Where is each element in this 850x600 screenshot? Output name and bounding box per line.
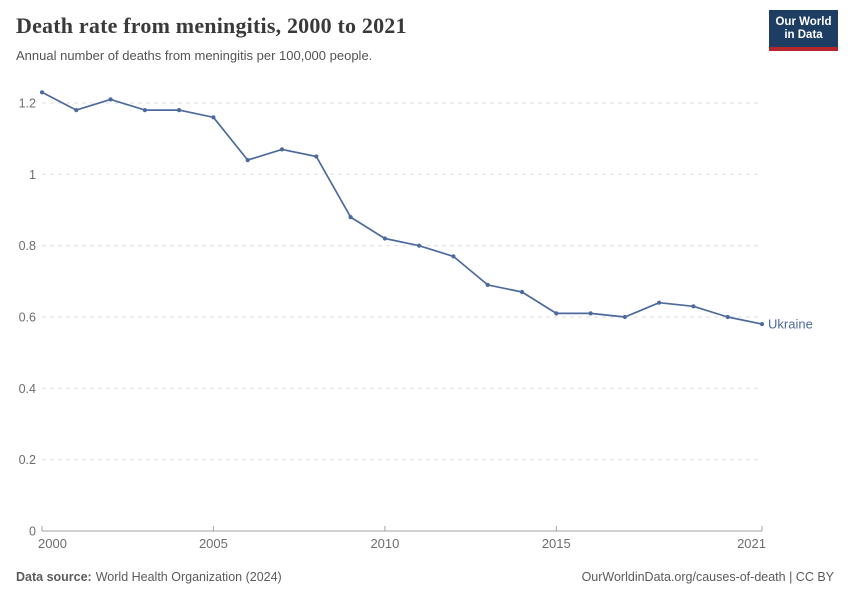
chart-subtitle: Annual number of deaths from meningitis … bbox=[16, 48, 373, 63]
data-point[interactable] bbox=[519, 289, 525, 295]
chart-header: Death rate from meningitis, 2000 to 2021… bbox=[16, 13, 750, 63]
chart-title: Death rate from meningitis, 2000 to 2021 bbox=[16, 13, 407, 38]
data-point[interactable] bbox=[382, 236, 387, 241]
owid-logo-line2: in Data bbox=[784, 29, 823, 41]
data-point[interactable] bbox=[211, 115, 216, 120]
y-tick-label: 0 bbox=[29, 525, 36, 539]
y-tick-label: 0.6 bbox=[19, 311, 36, 325]
line-chart[interactable]: 0 0.2 0.4 0.6 0.8 1 1.2 2000 2005 2010 2015 2021 Ukr… bbox=[0, 80, 850, 550]
x-tick-label: 2005 bbox=[199, 536, 228, 550]
series-label[interactable]: Ukraine bbox=[768, 317, 813, 332]
y-tick-label: 1.2 bbox=[19, 97, 36, 111]
y-tick-label: 1 bbox=[29, 168, 36, 182]
data-point[interactable] bbox=[74, 108, 79, 113]
data-point[interactable] bbox=[622, 314, 628, 320]
data-source: Data source: World Health Organization (2… bbox=[16, 570, 282, 584]
data-point[interactable] bbox=[39, 90, 45, 95]
data-source-label: Data source: bbox=[16, 570, 92, 584]
data-point[interactable] bbox=[417, 243, 422, 248]
x-tick-label: 2015 bbox=[542, 536, 571, 550]
data-point[interactable] bbox=[485, 282, 490, 287]
data-point[interactable] bbox=[588, 311, 593, 316]
x-tick-label: 2010 bbox=[370, 536, 399, 550]
data-point[interactable] bbox=[348, 215, 353, 220]
credit-line[interactable]: OurWorldinData.org/causes-of-death | CC … bbox=[581, 570, 834, 584]
y-tick-label: 0.4 bbox=[19, 382, 36, 396]
x-tick-label: 2000 bbox=[38, 536, 67, 550]
data-point[interactable] bbox=[279, 147, 285, 152]
data-point[interactable] bbox=[314, 154, 319, 159]
data-point[interactable] bbox=[142, 108, 147, 113]
owid-logo[interactable]: Our World in Data bbox=[769, 10, 838, 51]
data-point[interactable] bbox=[108, 97, 113, 102]
data-point[interactable] bbox=[759, 322, 765, 327]
y-tick-label: 0.8 bbox=[19, 239, 36, 253]
chart-footer: Data source: World Health Organization (2… bbox=[16, 570, 834, 584]
y-tick-label: 0.2 bbox=[19, 453, 36, 467]
data-point[interactable] bbox=[691, 304, 696, 309]
data-point[interactable] bbox=[245, 158, 250, 163]
data-point[interactable] bbox=[725, 314, 730, 320]
owid-logo-line1: Our World bbox=[775, 16, 832, 28]
data-point[interactable] bbox=[451, 254, 456, 259]
data-point[interactable] bbox=[554, 311, 559, 316]
data-source-value: World Health Organization (2024) bbox=[95, 570, 282, 584]
data-line bbox=[41, 91, 763, 325]
data-point[interactable] bbox=[177, 108, 182, 113]
data-point[interactable] bbox=[657, 300, 662, 305]
x-tick-label: 2021 bbox=[737, 536, 766, 550]
